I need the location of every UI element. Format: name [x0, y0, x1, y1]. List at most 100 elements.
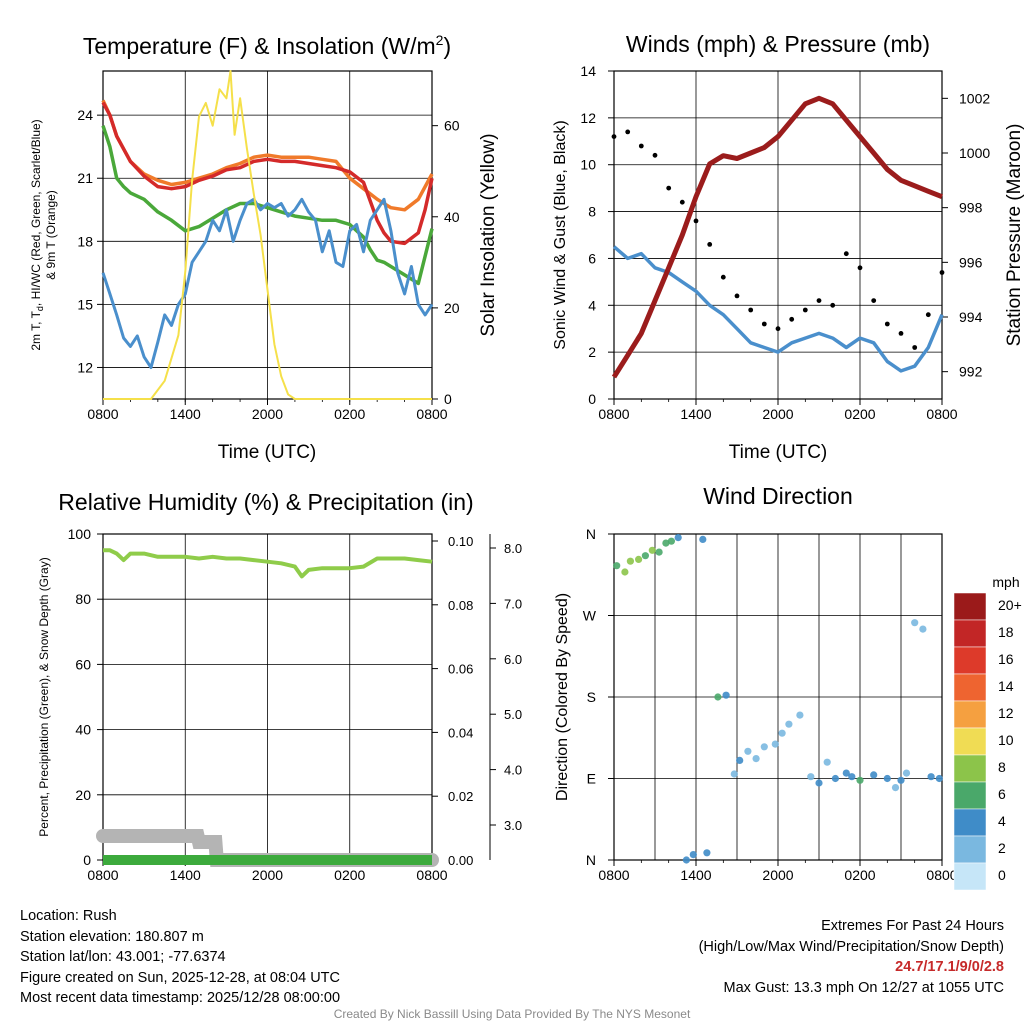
wind-gust-point	[925, 312, 931, 318]
rh-snow-tick-label: 8.0	[504, 541, 522, 556]
rh-precip-tick-label: 0.06	[448, 662, 473, 677]
dir-point	[796, 711, 804, 719]
wind-gust-point	[912, 345, 918, 350]
extremes-legend: (High/Low/Max Wind/Precipitation/Snow De…	[698, 938, 1004, 955]
dir-ytick-label: N	[586, 852, 596, 868]
elevation-text: Station elevation: 180.807 m	[20, 928, 204, 945]
temp-ylabel-end: , HI/WC (Red, Green, Scarlet/Blue)	[29, 119, 43, 306]
dir-legend-label: 14	[998, 678, 1014, 694]
dir-point	[902, 769, 911, 777]
wind-xlabel: Time (UTC)	[729, 442, 828, 463]
wind-series-station-pressure	[611, 95, 943, 379]
rh-snow-tick-label: 3.0	[504, 818, 522, 833]
temp-ylabel-main: 2m T, T	[29, 310, 43, 350]
dir-point	[722, 691, 730, 699]
dir-point	[674, 534, 682, 542]
wind-gust-point	[761, 321, 767, 327]
temp-xtick-label: 0800	[416, 406, 447, 422]
dir-point	[752, 755, 760, 763]
wind-gust-point	[611, 134, 617, 140]
dir-frame	[613, 533, 943, 861]
dir-point	[897, 776, 905, 784]
temp-ylabel-line2: & 9m T (Orange)	[44, 190, 58, 280]
dir-point	[626, 557, 635, 565]
dir-point	[635, 555, 643, 564]
wind-y2label: Station Pressure (Maroon)	[1004, 124, 1024, 347]
temp-xlabel: Time (UTC)	[218, 442, 317, 463]
rh-ytick-label: 60	[75, 656, 91, 672]
dir-legend-label: 10	[998, 732, 1014, 748]
temp-ylabel-line1: 2m T, Td, HI/WC (Red, Green, Scarlet/Blu…	[29, 119, 45, 350]
wind-ytick-label: 4	[588, 297, 596, 313]
recent-data-text: Most recent data timestamp: 2025/12/28 0…	[20, 990, 341, 1006]
dir-legend-label: 6	[998, 786, 1006, 802]
dir-legend-swatch	[953, 727, 987, 756]
rh-snow-tick-label: 5.0	[504, 707, 522, 722]
rh-precip-tick-label: 0.04	[448, 725, 473, 740]
dir-legend-swatch	[953, 619, 987, 648]
wind-gust-point	[857, 265, 863, 271]
dir-legend-swatch	[953, 862, 987, 891]
dir-point	[856, 776, 864, 784]
wind-gust-point	[884, 321, 890, 327]
dir-point	[699, 535, 707, 544]
temp-xtick-label: 0800	[87, 406, 118, 422]
rh-ytick-label: 0	[83, 852, 91, 868]
dir-legend-label: 2	[998, 840, 1006, 856]
dir-xtick-label: 0800	[926, 867, 957, 883]
rh-snow-tick-label: 6.0	[504, 652, 522, 667]
dir-legend-label: 12	[998, 705, 1014, 721]
dir-point	[870, 771, 878, 779]
dir-point	[927, 773, 935, 781]
dir-point	[667, 537, 676, 545]
wind-gust-point	[666, 185, 672, 191]
wind-xtick-label: 0200	[844, 406, 875, 422]
temp-y2tick-label: 0	[444, 391, 452, 407]
wind-y2tick-label: 998	[959, 200, 983, 216]
dir-point	[883, 774, 891, 783]
credit-line: Created By Nick Bassill Using Data Provi…	[333, 1007, 691, 1021]
dir-point	[778, 729, 786, 737]
wind-gust-point	[720, 274, 726, 280]
temp-series-td	[101, 125, 434, 286]
dir-xtick-label: 1400	[680, 867, 711, 883]
wind-gust-point	[871, 298, 877, 303]
wind-ytick-label: 8	[588, 204, 596, 220]
temp-series-solar-insolation	[103, 70, 432, 400]
temp-y2tick-label: 20	[444, 300, 460, 316]
dir-legend-swatch	[953, 808, 987, 837]
wind-gust-point	[693, 218, 699, 224]
dir-legend-swatch	[953, 673, 987, 702]
dir-legend-label: 8	[998, 759, 1006, 775]
dir-point	[744, 747, 752, 755]
wind-gust-point	[830, 302, 836, 308]
dir-point	[641, 552, 650, 560]
rh-precip-tick-label: 0.10	[448, 534, 473, 549]
dir-point	[730, 770, 738, 778]
dir-point	[736, 756, 744, 765]
dir-point	[785, 720, 793, 728]
rh-precip-tick-label: 0.02	[448, 789, 473, 804]
wind-xtick-label: 2000	[762, 406, 793, 422]
temp-title: Temperature (F) & Insolation (W/m2)	[83, 32, 451, 59]
dir-legend-label: 16	[998, 651, 1014, 667]
rh-xtick-label: 0200	[334, 867, 365, 883]
wind-ytick-label: 12	[580, 110, 596, 126]
rh-snow-tick-label: 7.0	[504, 596, 522, 611]
rh-xtick-label: 2000	[252, 867, 283, 883]
dir-xtick-label: 0200	[844, 867, 875, 883]
dir-point	[648, 546, 656, 554]
dir-point	[621, 568, 629, 576]
dir-ytick-label: W	[583, 608, 597, 624]
temp-xtick-label: 0200	[334, 406, 365, 422]
dir-legend-swatch	[953, 781, 987, 810]
rh-xtick-label: 0800	[416, 867, 447, 883]
dir-point	[831, 774, 840, 783]
temp-title-sup: 2	[436, 32, 444, 48]
wind-xtick-label: 0800	[598, 406, 629, 422]
wind-y2tick-label: 996	[959, 254, 983, 270]
temp-ytick-label: 15	[77, 296, 93, 312]
dir-legend-swatch	[953, 754, 987, 783]
wind-gust-point	[748, 307, 754, 313]
